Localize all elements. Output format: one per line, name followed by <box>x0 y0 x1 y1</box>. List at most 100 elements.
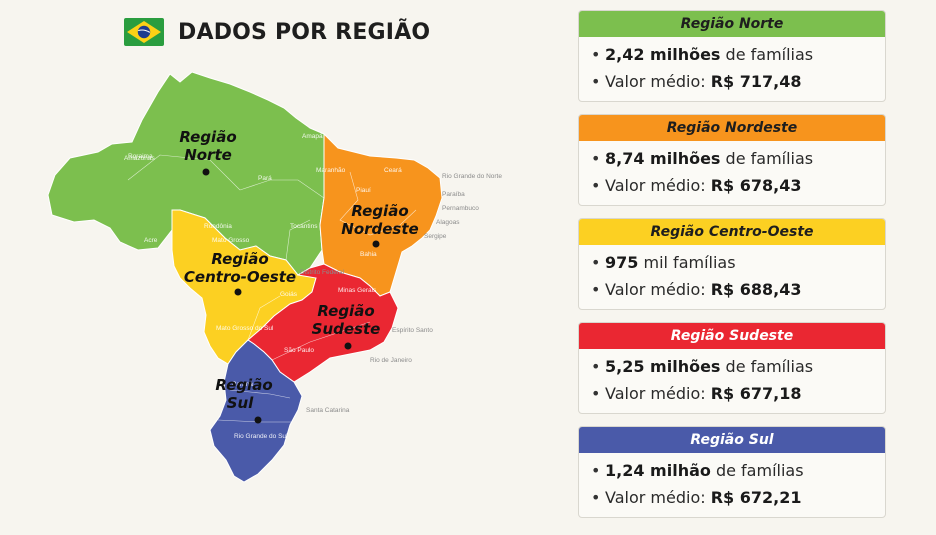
card-title: Região Centro-Oeste <box>650 224 814 240</box>
state-label-alagoas: Alagoas <box>436 219 460 226</box>
card-title: Região Norte <box>680 16 784 32</box>
families-text: de famílias <box>720 45 814 64</box>
state-label-rio-de-janeiro: Rio de Janeiro <box>370 357 412 364</box>
card-title: Região Sul <box>690 432 774 448</box>
average-value-label: Valor médio: <box>605 488 711 507</box>
bullet-icon: • <box>591 72 601 91</box>
state-label-santa-catarina: Santa Catarina <box>306 407 350 414</box>
average-value-line: • Valor médio: R$ 717,48 <box>591 68 885 95</box>
capital-dot-nordeste <box>372 240 380 248</box>
card-header: Região Nordeste <box>579 115 885 141</box>
average-value-label: Valor médio: <box>605 176 711 195</box>
card-header: Região Sul <box>579 427 885 453</box>
region-label-norte-line1: Região <box>179 128 236 146</box>
state-label-ceara: Ceará <box>384 167 402 174</box>
region-norte <box>47 71 325 276</box>
region-label-centro-oeste-line1: Região <box>211 250 268 268</box>
state-label-amazonas: Amazonas <box>124 155 155 162</box>
state-label-goias: Goiás <box>280 291 298 298</box>
families-count: 975 <box>605 253 639 272</box>
state-label-acre: Acre <box>144 237 158 244</box>
average-value-label: Valor médio: <box>605 72 711 91</box>
state-label-tocantins: Tocantins <box>290 223 318 230</box>
average-value-line: • Valor médio: R$ 677,18 <box>591 380 885 407</box>
families-text: de famílias <box>720 149 814 168</box>
card-header: Região Sudeste <box>579 323 885 349</box>
bullet-icon: • <box>591 384 601 403</box>
state-label-maranhao: Maranhão <box>316 167 346 174</box>
region-cards: Região Norte • 2,42 milhões de famílias •… <box>578 10 886 530</box>
families-count: 2,42 milhões <box>605 45 721 64</box>
average-value-label: Valor médio: <box>605 280 711 299</box>
bullet-icon: • <box>591 488 601 507</box>
brazil-region-map: Roraima Amapá Amazonas Pará Acre Rondôni… <box>40 60 520 500</box>
state-label-mato-grosso-do-sul: Mato Grosso do Sul <box>216 325 274 332</box>
capital-dot-centro-oeste <box>234 288 242 296</box>
state-label-minas-gerais: Minas Gerais <box>338 287 377 294</box>
region-label-nordeste-line1: Região <box>351 202 408 220</box>
region-label-sudeste-line2: Sudeste <box>312 320 381 338</box>
average-value-line: • Valor médio: R$ 672,21 <box>591 484 885 511</box>
capital-dot-sudeste <box>344 342 352 350</box>
families-text: mil famílias <box>638 253 736 272</box>
average-value: R$ 688,43 <box>710 280 802 299</box>
average-value: R$ 672,21 <box>710 488 802 507</box>
state-label-parana: Paraná <box>232 381 253 388</box>
average-value: R$ 717,48 <box>710 72 802 91</box>
families-text: de famílias <box>710 461 804 480</box>
card-title: Região Sudeste <box>670 328 794 344</box>
average-value-line: • Valor médio: R$ 678,43 <box>591 172 885 199</box>
average-value: R$ 678,43 <box>710 176 802 195</box>
state-label-espirito-santo: Espírito Santo <box>392 327 433 334</box>
bullet-icon: • <box>591 253 601 272</box>
families-text: de famílias <box>720 357 814 376</box>
card-regiao-centro-oeste: Região Centro-Oeste • 975 mil famílias • V… <box>578 218 886 310</box>
page-title: DADOS POR REGIÃO <box>178 19 431 45</box>
average-value-line: • Valor médio: R$ 688,43 <box>591 276 885 303</box>
families-line: • 2,42 milhões de famílias <box>591 41 885 68</box>
state-label-rio-grande-do-norte: Rio Grande do Norte <box>442 173 502 180</box>
bullet-icon: • <box>591 176 601 195</box>
families-count: 8,74 milhões <box>605 149 721 168</box>
state-label-roraima: Roraima <box>128 153 153 160</box>
region-sudeste <box>247 263 399 383</box>
state-label-para: Pará <box>258 175 272 182</box>
header: DADOS POR REGIÃO <box>124 14 430 50</box>
state-label-distrito-federal: Distrito Federal <box>300 269 345 276</box>
state-label-piaui: Piauí <box>356 187 371 194</box>
card-header: Região Centro-Oeste <box>579 219 885 245</box>
state-label-pernambuco: Pernambuco <box>442 205 479 212</box>
region-label-centro-oeste-line2: Centro-Oeste <box>184 268 296 286</box>
region-label-nordeste-line2: Nordeste <box>341 220 418 238</box>
bullet-icon: • <box>591 357 601 376</box>
state-label-bahia: Bahia <box>360 251 377 258</box>
card-header: Região Norte <box>579 11 885 37</box>
bullet-icon: • <box>591 461 601 480</box>
region-label-sul-line2: Sul <box>227 394 254 412</box>
state-label-rio-grande-do-sul: Rio Grande do Sul <box>234 433 288 440</box>
families-count: 5,25 milhões <box>605 357 721 376</box>
average-value-label: Valor médio: <box>605 384 711 403</box>
families-count: 1,24 milhão <box>605 461 711 480</box>
state-label-rondonia: Rondônia <box>204 223 232 230</box>
card-title: Região Nordeste <box>666 120 798 136</box>
card-regiao-norte: Região Norte • 2,42 milhões de famílias •… <box>578 10 886 102</box>
region-label-sul-line1: Região <box>215 376 272 394</box>
region-sul <box>209 339 303 483</box>
families-line: • 5,25 milhões de famílias <box>591 353 885 380</box>
state-label-mato-grosso: Mato Grosso <box>212 237 250 244</box>
families-line: • 1,24 milhão de famílias <box>591 457 885 484</box>
brazil-flag-icon <box>124 18 164 46</box>
capital-dot-norte <box>202 168 210 176</box>
card-regiao-nordeste: Região Nordeste • 8,74 milhões de família… <box>578 114 886 206</box>
average-value: R$ 677,18 <box>710 384 802 403</box>
state-label-sao-paulo: São Paulo <box>284 347 314 354</box>
card-regiao-sul: Região Sul • 1,24 milhão de famílias • Val… <box>578 426 886 518</box>
bullet-icon: • <box>591 45 601 64</box>
bullet-icon: • <box>591 149 601 168</box>
state-label-amapa: Amapá <box>302 133 323 140</box>
card-regiao-sudeste: Região Sudeste • 5,25 milhões de famílias… <box>578 322 886 414</box>
families-line: • 975 mil famílias <box>591 249 885 276</box>
state-label-sergipe: Sergipe <box>424 233 447 240</box>
bullet-icon: • <box>591 280 601 299</box>
